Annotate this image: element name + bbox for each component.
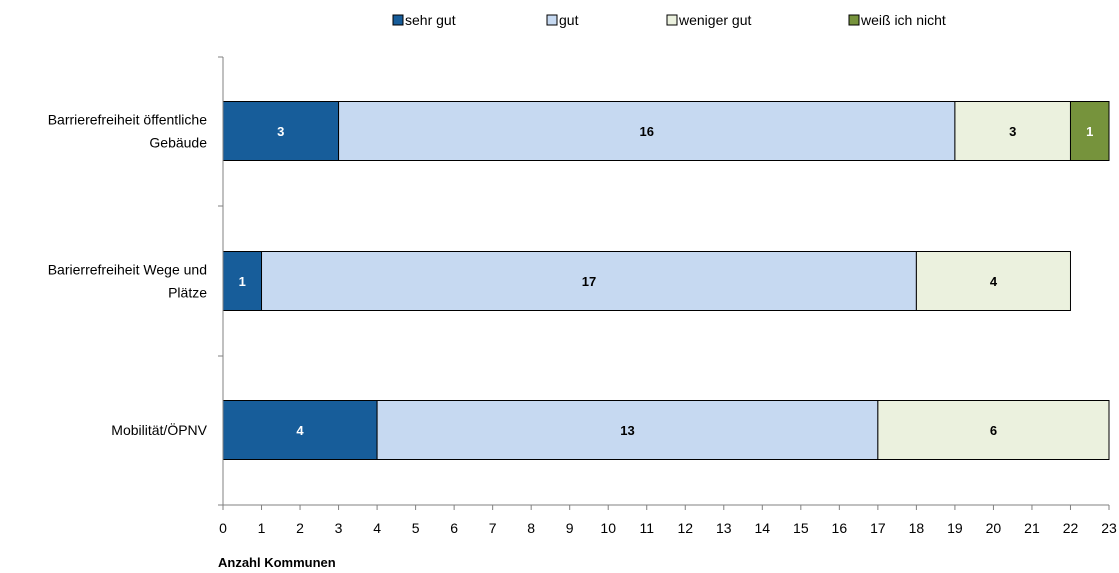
x-tick-label: 5 <box>412 520 420 536</box>
x-tick-label: 19 <box>947 520 963 536</box>
bar-segment <box>222 251 263 311</box>
bar-segment <box>222 101 340 161</box>
bar-value-label: 1 <box>1086 124 1093 139</box>
legend-label: gut <box>559 12 579 28</box>
legend-swatch <box>848 14 860 26</box>
legend: sehr gut gut weniger gut weiß ich nicht <box>392 12 946 28</box>
legend-label: sehr gut <box>405 12 456 28</box>
x-tick-label: 23 <box>1101 520 1117 536</box>
legend-swatch <box>666 14 678 26</box>
x-tick-label: 11 <box>639 520 654 536</box>
bar-value-label: 16 <box>640 124 654 139</box>
legend-label: weniger gut <box>678 12 751 28</box>
legend-swatch <box>392 14 404 26</box>
x-tick-label: 21 <box>1024 520 1040 536</box>
legend-label: weiß ich nicht <box>860 12 946 28</box>
x-tick-label: 10 <box>600 520 616 536</box>
x-axis-label: Anzahl Kommunen <box>218 555 336 570</box>
category-label: Barrierefreiheit öffentliche <box>48 112 207 128</box>
x-tick-label: 15 <box>793 520 809 536</box>
x-tick-label: 18 <box>909 520 925 536</box>
bar-value-label: 1 <box>239 274 246 289</box>
legend-swatch <box>546 14 558 26</box>
bar-value-label: 4 <box>296 423 304 438</box>
bar-segment <box>1069 101 1110 161</box>
bar-segment <box>915 251 1071 311</box>
x-tick-label: 7 <box>489 520 497 536</box>
x-tick-label: 12 <box>677 520 693 536</box>
category-label: Gebäude <box>149 135 207 151</box>
x-tick-label: 0 <box>219 520 227 536</box>
category-label: Plätze <box>168 285 207 301</box>
bar-value-label: 3 <box>1009 124 1016 139</box>
x-tick-label: 9 <box>566 520 574 536</box>
bar-segment <box>954 101 1071 161</box>
bars: 3 16 3 1 1 17 4 4 13 6 <box>222 101 1110 460</box>
axes: 0 1 2 3 4 5 6 7 8 9 10 11 12 13 14 15 16 17 18 19 20 21 22 23Ba… <box>48 56 1117 536</box>
x-tick-label: 6 <box>450 520 458 536</box>
x-tick-label: 22 <box>1063 520 1079 536</box>
bar-value-label: 4 <box>990 274 998 289</box>
bar-value-label: 3 <box>277 124 284 139</box>
x-tick-label: 17 <box>870 520 886 536</box>
x-tick-label: 4 <box>373 520 381 536</box>
bar-value-label: 17 <box>582 274 596 289</box>
bar-segment <box>261 251 917 311</box>
x-tick-label: 13 <box>716 520 732 536</box>
x-tick-label: 8 <box>527 520 535 536</box>
x-tick-label: 3 <box>335 520 343 536</box>
x-tick-label: 20 <box>986 520 1002 536</box>
bar-value-label: 13 <box>620 423 634 438</box>
category-label: Barierrefreiheit Wege und <box>48 262 207 278</box>
bar-value-label: 6 <box>990 423 997 438</box>
x-tick-label: 1 <box>258 520 266 536</box>
bar-segment <box>338 101 956 161</box>
x-tick-label: 14 <box>755 520 771 536</box>
bar-segment <box>877 400 1110 460</box>
bar-segment <box>376 400 879 460</box>
x-tick-label: 16 <box>832 520 848 536</box>
x-tick-label: 2 <box>296 520 304 536</box>
category-label: Mobilität/ÖPNV <box>111 421 207 438</box>
